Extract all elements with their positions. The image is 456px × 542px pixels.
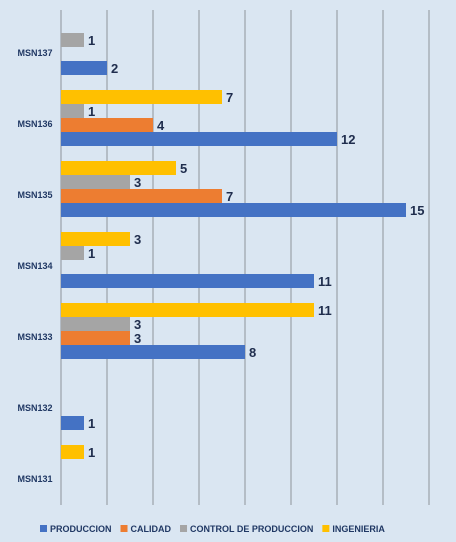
category-label: MSN137 xyxy=(17,48,52,58)
bar-produccion-msn137 xyxy=(61,61,107,75)
category-label: MSN131 xyxy=(17,474,52,484)
data-label: 3 xyxy=(134,175,141,190)
data-label: 12 xyxy=(341,132,355,147)
bar-control-de-produccion-msn133 xyxy=(61,317,130,331)
bar-ingenieria-msn134 xyxy=(61,232,130,246)
data-label: 1 xyxy=(88,416,95,431)
legend-label-produccion: PRODUCCION xyxy=(50,524,112,534)
bar-calidad-msn133 xyxy=(61,331,130,345)
data-label: 7 xyxy=(226,189,233,204)
legend-swatch-control-de-produccion xyxy=(180,525,188,532)
bar-calidad-msn135 xyxy=(61,189,222,203)
data-label: 1 xyxy=(88,33,95,48)
data-label: 3 xyxy=(134,232,141,247)
legend: PRODUCCION CALIDAD CONTROL DE PRODUCCION IN… xyxy=(40,524,385,534)
bar-produccion-msn133 xyxy=(61,345,245,359)
legend-label-calidad: CALIDAD xyxy=(131,524,172,534)
data-label: 5 xyxy=(180,161,187,176)
legend-swatch-produccion xyxy=(40,525,47,532)
data-label: 1 xyxy=(88,246,95,261)
bar-ingenieria-msn136 xyxy=(61,90,222,104)
bar-control-de-produccion-msn137 xyxy=(61,33,84,47)
legend-swatch-calidad xyxy=(120,525,128,532)
data-label: 3 xyxy=(134,331,141,346)
bar-ingenieria-msn133 xyxy=(61,303,314,317)
bar-produccion-msn136 xyxy=(61,132,337,146)
data-label: 1 xyxy=(88,445,95,460)
category-label: MSN132 xyxy=(17,403,52,413)
category-labels: MSN137 MSN136 MSN135 MSN134 MSN133 MSN132 MSN1… xyxy=(17,48,52,484)
bar-ingenieria-msn135 xyxy=(61,161,176,175)
bar-control-de-produccion-msn135 xyxy=(61,175,130,189)
bar-produccion-msn132 xyxy=(61,416,84,430)
category-label: MSN135 xyxy=(17,190,52,200)
bar-ingenieria-msn131 xyxy=(61,445,84,459)
bar-calidad-msn136 xyxy=(61,118,153,132)
data-label: 8 xyxy=(249,345,256,360)
bar-produccion-msn134 xyxy=(61,274,314,288)
bar-control-de-produccion-msn134 xyxy=(61,246,84,260)
data-label: 2 xyxy=(111,61,118,76)
category-label: MSN134 xyxy=(17,261,52,271)
legend-label-control-de-produccion: CONTROL DE PRODUCCION xyxy=(190,524,313,534)
data-label: 15 xyxy=(410,203,424,218)
data-label: 4 xyxy=(157,118,165,133)
data-label: 7 xyxy=(226,90,233,105)
category-label: MSN136 xyxy=(17,119,52,129)
bar-control-de-produccion-msn136 xyxy=(61,104,84,118)
gridlines xyxy=(60,10,430,505)
legend-swatch-ingenieria xyxy=(322,525,330,532)
bar-produccion-msn135 xyxy=(61,203,406,217)
data-label: 11 xyxy=(318,303,332,318)
category-label: MSN133 xyxy=(17,332,52,342)
data-label: 3 xyxy=(134,317,141,332)
data-label: 1 xyxy=(88,104,95,119)
legend-label-ingenieria: INGENIERIA xyxy=(332,524,385,534)
data-label: 11 xyxy=(318,274,332,289)
